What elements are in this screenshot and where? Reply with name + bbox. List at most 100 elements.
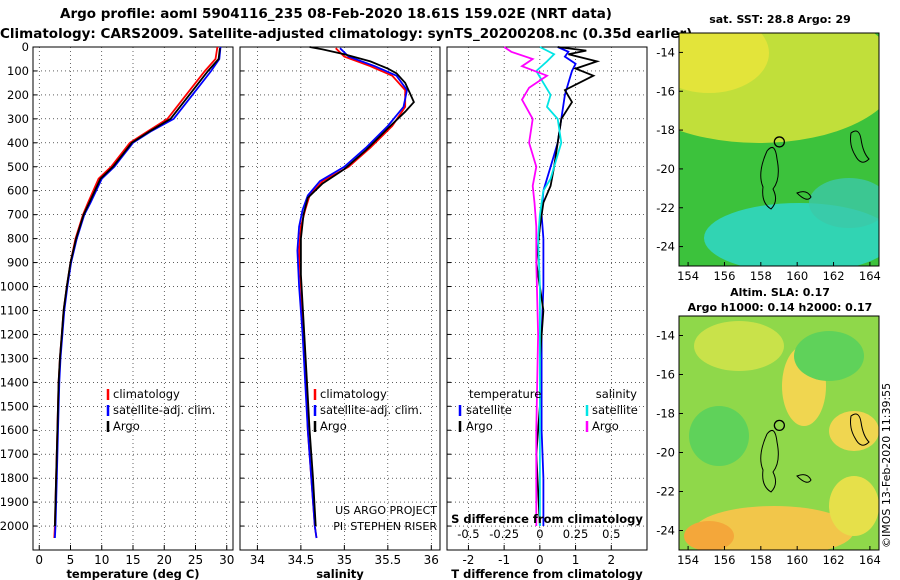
figure-title-line2: Climatology: CARS2009. Satellite-adjuste…: [0, 26, 693, 42]
panel-frame: [32, 46, 234, 551]
y-tick-label: 600: [7, 184, 29, 198]
map-y-tick-label: -24: [656, 524, 675, 538]
reef-contour: [850, 413, 870, 446]
x-tick-label: 35.5: [374, 553, 401, 567]
reef-contour: [850, 130, 870, 163]
map-x-tick-label: 162: [823, 553, 845, 567]
x-tick-label: 5: [67, 553, 75, 567]
y-tick-label: 200: [7, 88, 29, 102]
map-x-tick-label: 160: [786, 269, 808, 283]
panel-frame: [239, 46, 441, 551]
legend-label: climatology: [113, 387, 180, 401]
series-climatology: [298, 47, 407, 539]
reef-contour: [760, 429, 779, 493]
sla-patch: [684, 521, 734, 550]
series-satellite: [540, 46, 577, 526]
y-tick-label: 700: [7, 208, 29, 222]
credit-annotation: US ARGO PROJECT: [335, 504, 437, 517]
map-x-tick-label: 158: [750, 553, 772, 567]
top-tick-label: -0.5: [457, 527, 479, 541]
y-tick-label: 1200: [0, 327, 29, 341]
map-x-tick-label: 154: [677, 553, 699, 567]
y-tick-label: 400: [7, 136, 29, 150]
panel-frame: [446, 46, 648, 551]
y-tick-label: 1700: [0, 447, 29, 461]
sla-map-title-line1: Altim. SLA: 0.17: [730, 286, 830, 299]
legend-label: satellite-adj. clim.: [320, 403, 422, 417]
top-axis-label: S difference from climatology: [451, 512, 643, 526]
x-tick-label: 30: [219, 553, 234, 567]
map-field: [679, 33, 879, 266]
map-y-tick-label: -22: [656, 201, 675, 215]
y-tick-label: 1400: [0, 375, 29, 389]
map-x-tick-label: 164: [859, 269, 881, 283]
panel-temperature: 0 5 10 15 20 25 30 temperature (deg C) 0 100 200 30…: [0, 40, 234, 580]
sla-patch: [694, 506, 854, 550]
y-tick-label: 100: [7, 64, 29, 78]
legend-label: satellite: [466, 403, 512, 417]
x-tick-label: 2: [607, 553, 615, 567]
figure-title-line1: Argo profile: aoml 5904116_235 08-Feb-20…: [60, 6, 612, 22]
x-tick-label: 10: [94, 553, 109, 567]
series-argo: [299, 46, 415, 527]
map-x-tick-label: 156: [713, 269, 735, 283]
legend-label: climatology: [320, 387, 387, 401]
float-position-marker: [773, 136, 786, 148]
x-tick-label: 34.5: [288, 553, 315, 567]
x-tick-label: 0: [35, 553, 43, 567]
map-x-tick-label: 164: [859, 553, 881, 567]
y-tick-label: 1300: [0, 351, 29, 365]
sla-patch: [689, 406, 749, 466]
top-tick-label: 0.5: [602, 527, 620, 541]
x-tick-label: 35: [337, 553, 352, 567]
legend-label: satellite-adj. clim.: [113, 403, 215, 417]
panel-salinity: 34 34.5 35 35.5 36 salinity climatology satelli…: [239, 46, 441, 580]
series-argo: [54, 48, 221, 527]
float-position-marker: [773, 419, 786, 432]
top-tick-label: 0: [536, 527, 543, 541]
legend-label: satellite: [592, 403, 638, 417]
reef-contour: [796, 191, 812, 200]
map-x-tick-label: 162: [823, 269, 845, 283]
map-frame: [678, 32, 880, 267]
x-axis-label: salinity: [316, 567, 364, 580]
map-x-tick-label: 160: [786, 553, 808, 567]
y-tick-label: 300: [7, 112, 29, 126]
panel-difference: -2 -1 0 1 2T difference from climatology temp…: [446, 46, 648, 580]
y-tick-label: 1100: [0, 303, 29, 317]
x-tick-label: 15: [125, 553, 140, 567]
map-y-tick-label: -22: [656, 485, 675, 499]
map-x-tick-label: 156: [713, 553, 735, 567]
map-y-tick-label: -16: [656, 368, 675, 382]
y-tick-label: 1600: [0, 423, 29, 437]
x-tick-label: 36: [424, 553, 439, 567]
x-tick-label: 20: [157, 553, 172, 567]
credit-annotation: PI: STEPHEN RISER: [333, 520, 437, 533]
legend-temperature-title: temperature: [469, 387, 541, 401]
reef-contour: [760, 146, 779, 210]
map-y-tick-label: -18: [656, 407, 675, 421]
map-field: [679, 316, 879, 550]
series-sal_argo: [503, 46, 549, 526]
map-x-tick-label: 154: [677, 269, 699, 283]
y-tick-label: 0: [22, 40, 29, 54]
sst-cool-patch: [809, 178, 879, 228]
map-y-tick-label: -16: [656, 84, 675, 98]
sst-map-title: sat. SST: 28.8 Argo: 29: [709, 13, 851, 26]
y-tick-label: 900: [7, 256, 29, 270]
series-sal_satellite: [535, 46, 563, 526]
x-tick-label: 34: [250, 553, 265, 567]
top-tick-label: -0.25: [489, 527, 519, 541]
map-y-tick-label: -20: [656, 446, 675, 460]
y-tick-label: 1500: [0, 399, 29, 413]
legend-label: Argo: [592, 419, 619, 433]
top-tick-label: 0.25: [563, 527, 589, 541]
sla-patch: [829, 411, 879, 451]
series-climatology: [53, 46, 219, 539]
x-axis-label: T difference from climatology: [451, 567, 643, 580]
map-y-tick-label: -20: [656, 162, 675, 176]
reef-contour: [796, 474, 812, 483]
y-tick-label: 800: [7, 232, 29, 246]
map-y-tick-label: -14: [656, 45, 675, 59]
